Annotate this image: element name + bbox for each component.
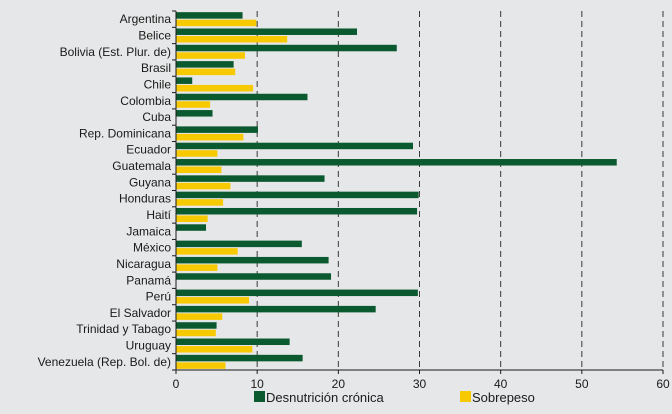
bars bbox=[176, 12, 617, 369]
bar-sobrepeso-19 bbox=[176, 329, 216, 337]
category-label: Guatemala bbox=[112, 159, 171, 173]
category-label: México bbox=[133, 241, 171, 255]
category-label: Trinidad y Tabago bbox=[76, 322, 171, 336]
category-label: Perú bbox=[146, 290, 171, 304]
bar-sobrepeso-8 bbox=[176, 150, 218, 157]
bar-desnutricion-10 bbox=[176, 175, 325, 182]
bar-sobrepeso-11 bbox=[176, 199, 224, 206]
bar-desnutricion-13 bbox=[176, 224, 207, 231]
bar-sobrepeso-10 bbox=[176, 182, 231, 190]
category-label: Bolivia (Est. Plur. de) bbox=[60, 45, 171, 59]
bar-sobrepeso-3 bbox=[176, 68, 236, 76]
x-tick-label: 50 bbox=[575, 377, 589, 391]
bar-sobrepeso-5 bbox=[176, 101, 211, 108]
gridlines bbox=[256, 11, 664, 370]
bar-desnutricion-15 bbox=[176, 256, 329, 264]
bar-sobrepeso-15 bbox=[176, 264, 218, 271]
x-tick-label: 0 bbox=[173, 377, 180, 391]
category-label: Rep. Dominicana bbox=[79, 126, 171, 140]
bar-desnutricion-1 bbox=[176, 28, 358, 35]
bar-sobrepeso-14 bbox=[176, 248, 238, 255]
bar-sobrepeso-7 bbox=[176, 133, 244, 141]
bar-desnutricion-6 bbox=[176, 110, 213, 117]
bar-desnutricion-4 bbox=[176, 77, 193, 84]
category-label: Jamaica bbox=[126, 224, 171, 238]
x-tick-label: 40 bbox=[494, 377, 508, 391]
bar-sobrepeso-4 bbox=[176, 84, 254, 92]
bar-desnutricion-17 bbox=[176, 289, 418, 297]
bar-desnutricion-9 bbox=[176, 159, 617, 166]
bar-sobrepeso-18 bbox=[176, 313, 223, 320]
category-labels: Argentina Belice Bolivia (Est. Plur. de) Br… bbox=[38, 12, 172, 369]
bar-desnutricion-11 bbox=[176, 191, 419, 199]
category-label: Belice bbox=[138, 28, 171, 42]
bar-desnutricion-19 bbox=[176, 322, 217, 329]
legend-label-desnutricion: Desnutrición crónica bbox=[266, 390, 385, 405]
legend-label-sobrepeso: Sobrepeso bbox=[472, 390, 535, 405]
bar-desnutricion-12 bbox=[176, 207, 418, 215]
category-label: Guyana bbox=[129, 175, 171, 189]
bar-desnutricion-21 bbox=[176, 354, 303, 362]
bar-sobrepeso-1 bbox=[176, 35, 288, 43]
bar-desnutricion-20 bbox=[176, 338, 290, 346]
bar-sobrepeso-17 bbox=[176, 297, 250, 304]
bar-sobrepeso-9 bbox=[176, 166, 222, 174]
category-label: Chile bbox=[144, 77, 172, 91]
bar-desnutricion-8 bbox=[176, 142, 414, 150]
bar-desnutricion-7 bbox=[176, 126, 258, 133]
bar-sobrepeso-20 bbox=[176, 346, 253, 353]
bar-sobrepeso-2 bbox=[176, 52, 245, 59]
category-label: Panamá bbox=[126, 273, 171, 287]
category-label: Nicaragua bbox=[116, 257, 171, 271]
bar-desnutricion-16 bbox=[176, 273, 332, 280]
category-label: Brasil bbox=[141, 61, 171, 75]
category-label: Honduras bbox=[119, 192, 171, 206]
bar-desnutricion-0 bbox=[176, 12, 243, 19]
category-label: Haití bbox=[146, 208, 171, 222]
category-label: Cuba bbox=[142, 110, 171, 124]
x-tick-label: 60 bbox=[656, 377, 670, 391]
bar-sobrepeso-21 bbox=[176, 362, 226, 369]
category-label: Venezuela (Rep. Bol. de) bbox=[38, 355, 171, 369]
category-label: El Salvador bbox=[110, 306, 171, 320]
x-tick-label: 10 bbox=[250, 377, 264, 391]
bar-desnutricion-2 bbox=[176, 44, 397, 52]
x-tick-label: 30 bbox=[413, 377, 427, 391]
tick-labels: 0 10 20 30 40 50 60 bbox=[173, 377, 670, 391]
category-label: Colombia bbox=[120, 94, 171, 108]
legend-swatch-desnutricion bbox=[254, 391, 265, 402]
category-label: Argentina bbox=[120, 12, 172, 26]
bar-desnutricion-14 bbox=[176, 240, 302, 248]
category-label: Uruguay bbox=[126, 339, 171, 353]
x-tick-label: 20 bbox=[332, 377, 346, 391]
legend-swatch-sobrepeso bbox=[460, 391, 471, 402]
category-label: Ecuador bbox=[126, 143, 171, 157]
bar-sobrepeso-12 bbox=[176, 215, 208, 222]
bar-desnutricion-18 bbox=[176, 305, 376, 313]
bar-sobrepeso-0 bbox=[176, 19, 257, 27]
bar-desnutricion-3 bbox=[176, 61, 234, 68]
bar-desnutricion-5 bbox=[176, 93, 308, 101]
legend: Desnutrición crónica Sobrepeso bbox=[254, 390, 535, 405]
axes bbox=[172, 10, 664, 374]
